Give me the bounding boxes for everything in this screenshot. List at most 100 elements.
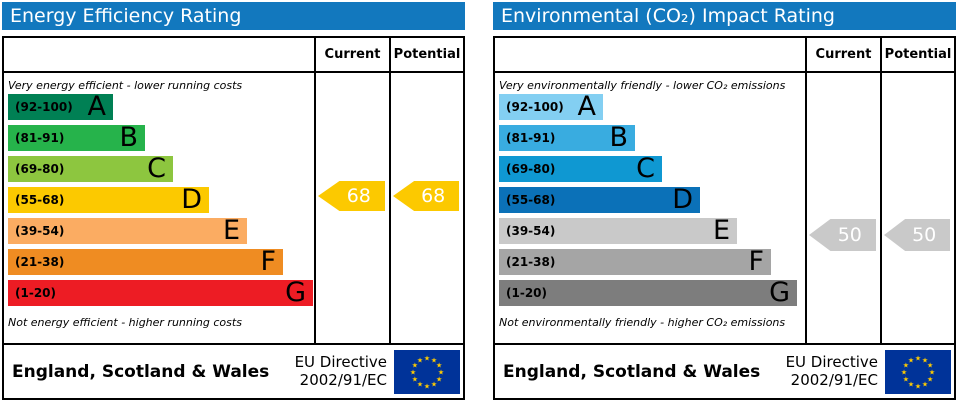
band-row-e: (39-54) E [8, 215, 314, 249]
band-row-a: (92-100) A [8, 91, 314, 125]
svg-text:★: ★ [927, 375, 933, 383]
potential-column-header: Potential [880, 38, 954, 71]
eu-directive-line2: 2002/91/EC [790, 370, 878, 389]
band-letter: G [769, 277, 790, 308]
top-caption: Very environmentally friendly - lower CO… [499, 79, 786, 92]
column-header-row: Current Potential [495, 38, 954, 73]
band-range: (55-68) [15, 193, 65, 207]
band-letter: A [87, 91, 106, 122]
band-row-e: (39-54) E [499, 215, 805, 249]
eu-directive-line1: EU Directive [785, 352, 878, 371]
potential-value-cell: 50 [880, 73, 954, 343]
band-range: (1-20) [15, 286, 56, 300]
energy-rating-chart: Current Potential Very energy efficient … [2, 36, 465, 345]
band-e: (39-54) E [8, 215, 247, 246]
band-range: (21-38) [15, 255, 65, 269]
band-f: (21-38) F [499, 246, 771, 277]
eu-directive-line2: 2002/91/EC [299, 370, 387, 389]
band-range: (92-100) [15, 100, 73, 114]
band-f: (21-38) F [8, 246, 283, 277]
band-letter: E [222, 215, 240, 246]
band-range: (81-91) [506, 131, 556, 145]
energy-panel-title: Energy Efficiency Rating [2, 2, 465, 30]
band-range: (1-20) [506, 286, 547, 300]
band-row-b: (81-91) B [8, 124, 314, 156]
band-row-a: (92-100) A [499, 91, 805, 125]
svg-text:★: ★ [417, 356, 423, 364]
band-range: (69-80) [506, 162, 556, 176]
potential-rating-arrow: 50 [884, 219, 950, 251]
band-a: (92-100) A [8, 91, 113, 122]
band-row-g: (1-20) G [499, 277, 805, 311]
eu-flag-icon: ★ ★★★★★★★★★★★ [885, 349, 951, 394]
band-g: (1-20) G [499, 277, 797, 308]
svg-text:★: ★ [922, 356, 928, 364]
svg-text:★: ★ [410, 368, 416, 376]
eu-directive-label: EU Directive 2002/91/EC [785, 352, 885, 389]
band-row-b: (81-91) B [499, 122, 805, 156]
svg-text:★: ★ [901, 368, 907, 376]
co2-rating-chart: Current Potential Very environmentally f… [493, 36, 956, 345]
band-row-f: (21-38) F [499, 246, 805, 280]
band-letter: F [748, 246, 764, 277]
svg-text:★: ★ [903, 361, 909, 369]
band-range: (81-91) [15, 131, 65, 145]
svg-text:★: ★ [929, 368, 935, 376]
svg-text:★: ★ [431, 380, 437, 388]
band-range: (39-54) [15, 224, 65, 238]
current-column-header: Current [805, 38, 880, 71]
rating-scale: Very energy efficient - lower running co… [4, 73, 314, 343]
chart-footer: England, Scotland & Wales EU Directive 2… [2, 343, 465, 400]
band-letter: B [609, 122, 628, 153]
band-letter: F [260, 246, 276, 277]
band-e: (39-54) E [499, 215, 737, 246]
svg-text:★: ★ [438, 368, 444, 376]
chart-body: Very environmentally friendly - lower CO… [495, 73, 954, 343]
svg-text:★: ★ [915, 354, 921, 362]
svg-text:★: ★ [927, 361, 933, 369]
band-letter: D [181, 184, 202, 215]
eu-directive-label: EU Directive 2002/91/EC [295, 353, 394, 389]
rating-bands: (92-100) A (81-91) B (69-80) C (55-68) D (39-54)… [495, 91, 805, 311]
current-column-header: Current [314, 38, 389, 71]
eu-flag-icon: ★ ★★★★★★★★★★★ [394, 349, 460, 394]
band-b: (81-91) B [499, 122, 635, 153]
co2-impact-panel: Environmental (CO₂) Impact Rating Curren… [493, 2, 956, 402]
band-d: (55-68) D [499, 184, 700, 215]
band-range: (92-100) [506, 100, 564, 114]
band-letter: G [285, 277, 306, 308]
svg-text:★: ★ [908, 380, 914, 388]
bottom-caption: Not energy efficient - higher running co… [8, 316, 242, 329]
current-value-cell: 50 [805, 73, 880, 343]
svg-text:★: ★ [922, 380, 928, 388]
band-range: (21-38) [506, 255, 556, 269]
spacer-cell [495, 38, 805, 71]
band-c: (69-80) C [8, 153, 173, 184]
top-caption: Very energy efficient - lower running co… [8, 79, 243, 92]
band-letter: E [712, 215, 730, 246]
band-letter: C [147, 153, 166, 184]
band-row-d: (55-68) D [499, 184, 805, 218]
rating-scale: Very environmentally friendly - lower CO… [495, 73, 805, 343]
band-letter: D [672, 184, 693, 215]
svg-text:★: ★ [431, 356, 437, 364]
bottom-caption: Not environmentally friendly - higher CO… [499, 316, 786, 329]
potential-rating-arrow: 68 [393, 181, 459, 211]
region-label: England, Scotland & Wales [503, 361, 761, 382]
band-a: (92-100) A [499, 91, 603, 122]
svg-text:★: ★ [436, 375, 442, 383]
potential-column-header: Potential [389, 38, 463, 71]
svg-text:★: ★ [436, 361, 442, 369]
band-letter: A [577, 91, 596, 122]
spacer-cell [4, 38, 314, 71]
band-row-g: (1-20) G [8, 277, 314, 311]
current-rating-arrow: 68 [318, 181, 385, 211]
rating-bands: (92-100) A (81-91) B (69-80) C (55-68) D (39-54)… [4, 91, 314, 311]
svg-text:★: ★ [424, 382, 430, 390]
column-header-row: Current Potential [4, 38, 463, 73]
band-row-c: (69-80) C [499, 155, 805, 187]
band-d: (55-68) D [8, 184, 209, 215]
band-g: (1-20) G [8, 277, 313, 308]
svg-text:★: ★ [412, 361, 418, 369]
